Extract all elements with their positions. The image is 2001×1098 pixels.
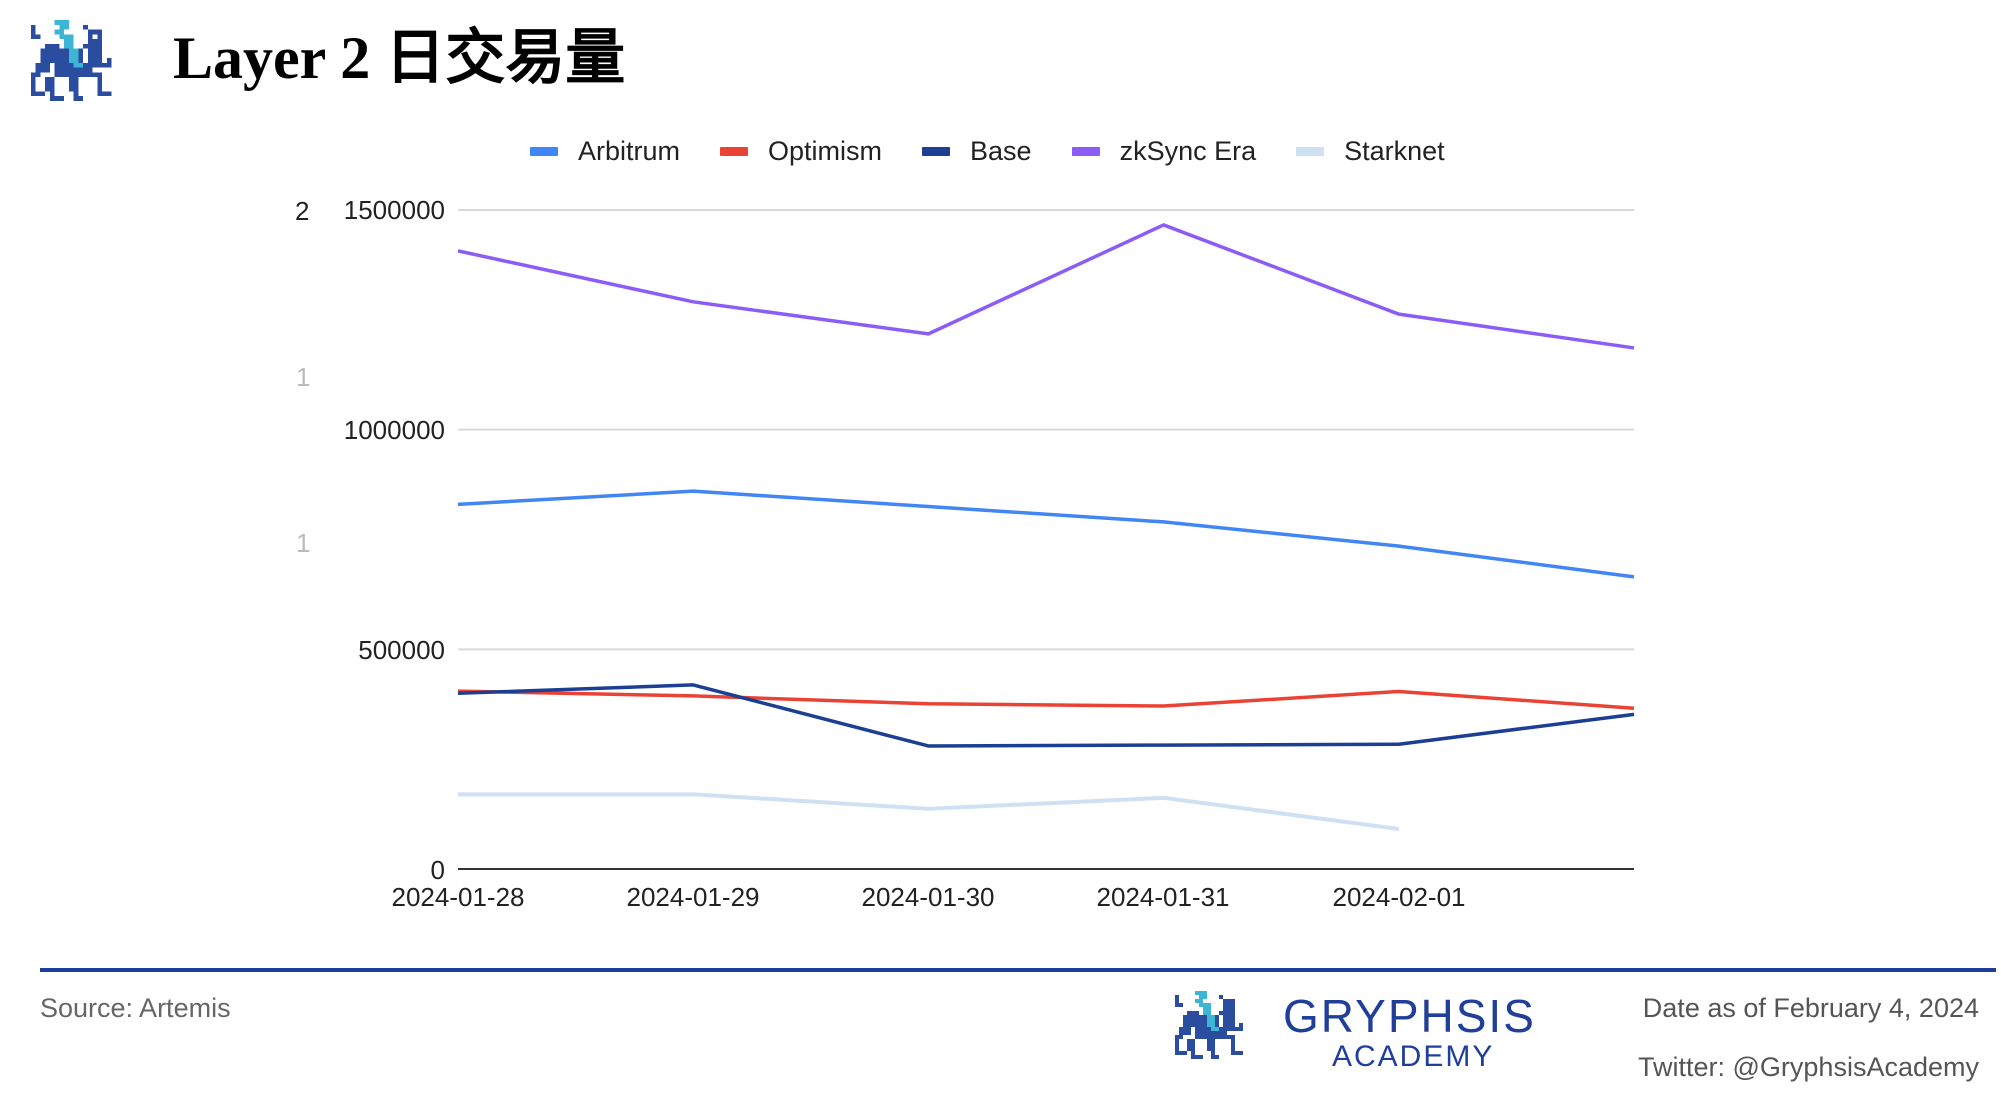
legend-swatch-starknet: [1296, 147, 1325, 156]
x-tick-label: 2024-01-30: [861, 882, 995, 912]
series-line-starknet: [458, 792, 1400, 832]
chart-legend: Arbitrum Optimism Base zkSync Era Starkn…: [530, 136, 1485, 167]
x-tick-label: 2024-01-28: [391, 882, 525, 912]
series-line-arbitrum: [457, 489, 1635, 579]
chart-gridlines: [458, 209, 1634, 870]
legend-swatch-zksync: [1071, 147, 1100, 156]
legend-item-optimism: Optimism: [720, 136, 882, 167]
legend-item-starknet: Starknet: [1296, 136, 1445, 167]
date-note: Date as of February 4, 2024: [1642, 993, 1979, 1023]
legend-item-arbitrum: Arbitrum: [530, 136, 680, 167]
legend-item-base: Base: [922, 136, 1032, 167]
brand-subtitle: ACADEMY: [1332, 1040, 1495, 1073]
gryphsis-footer-logo-icon: [1175, 991, 1243, 1059]
page-title: Layer 2 日交易量: [173, 25, 626, 91]
legend-label: zkSync Era: [1119, 136, 1257, 166]
clipped-axis-label: 1: [296, 362, 311, 392]
y-tick-label: 500000: [358, 635, 445, 665]
series-line-optimism: [457, 689, 1635, 710]
x-tick-label: 2024-02-01: [1332, 882, 1466, 912]
chart-series-lines: [457, 223, 1635, 832]
clipped-axis-label: 2: [295, 196, 310, 226]
legend-swatch-arbitrum: [530, 147, 558, 156]
gryphsis-logo-icon: [30, 20, 112, 101]
brand-name: GRYPHSIS: [1283, 990, 1536, 1042]
legend-item-zksync: zkSync Era: [1071, 136, 1257, 167]
y-tick-label: 1000000: [343, 415, 445, 445]
x-tick-label: 2024-01-29: [626, 882, 760, 912]
footer-divider: [40, 968, 1996, 972]
twitter-handle: Twitter: @GryphsisAcademy: [1638, 1052, 1979, 1082]
legend-swatch-optimism: [720, 147, 749, 156]
y-tick-label: 0: [430, 855, 445, 885]
source-note: Source: Artemis: [40, 993, 231, 1023]
y-tick-label: 1500000: [343, 195, 445, 225]
series-line-zksync-era: [457, 223, 1635, 350]
legend-swatch-base: [922, 147, 951, 156]
series-line-base: [457, 683, 1635, 748]
legend-label: Arbitrum: [578, 136, 681, 166]
legend-label: Base: [970, 136, 1032, 166]
legend-label: Optimism: [768, 136, 883, 166]
clipped-axis-label: 1: [296, 528, 311, 558]
legend-label: Starknet: [1344, 136, 1445, 166]
x-tick-label: 2024-01-31: [1096, 882, 1230, 912]
